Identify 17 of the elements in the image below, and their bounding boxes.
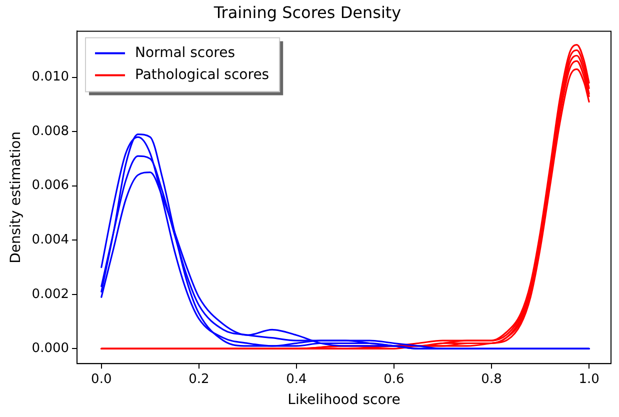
x-tick-label: 0.2 — [188, 372, 210, 387]
y-tick-label: 0.004 — [32, 232, 70, 248]
x-tick-label: 0.4 — [286, 372, 307, 387]
x-tick-label: 1.0 — [578, 372, 600, 387]
x-tick-label: 0.8 — [481, 372, 502, 387]
x-tick-label: 0.6 — [384, 372, 404, 387]
y-tick-label: 0.010 — [32, 70, 70, 85]
y-tick-label: 0.002 — [32, 286, 70, 302]
chart-title: Training Scores Density — [212, 2, 402, 22]
legend-label: Pathological scores — [135, 66, 270, 83]
y-axis-title: Density estimation — [8, 131, 24, 264]
y-tick-label: 0.008 — [32, 124, 70, 139]
x-tick-label: 0.0 — [91, 372, 112, 387]
legend-label: Normal scores — [135, 44, 236, 61]
y-tick-label: 0.006 — [32, 178, 70, 194]
x-axis-title: Likelihood score — [288, 392, 400, 408]
y-tick-label: 0.000 — [32, 341, 70, 356]
